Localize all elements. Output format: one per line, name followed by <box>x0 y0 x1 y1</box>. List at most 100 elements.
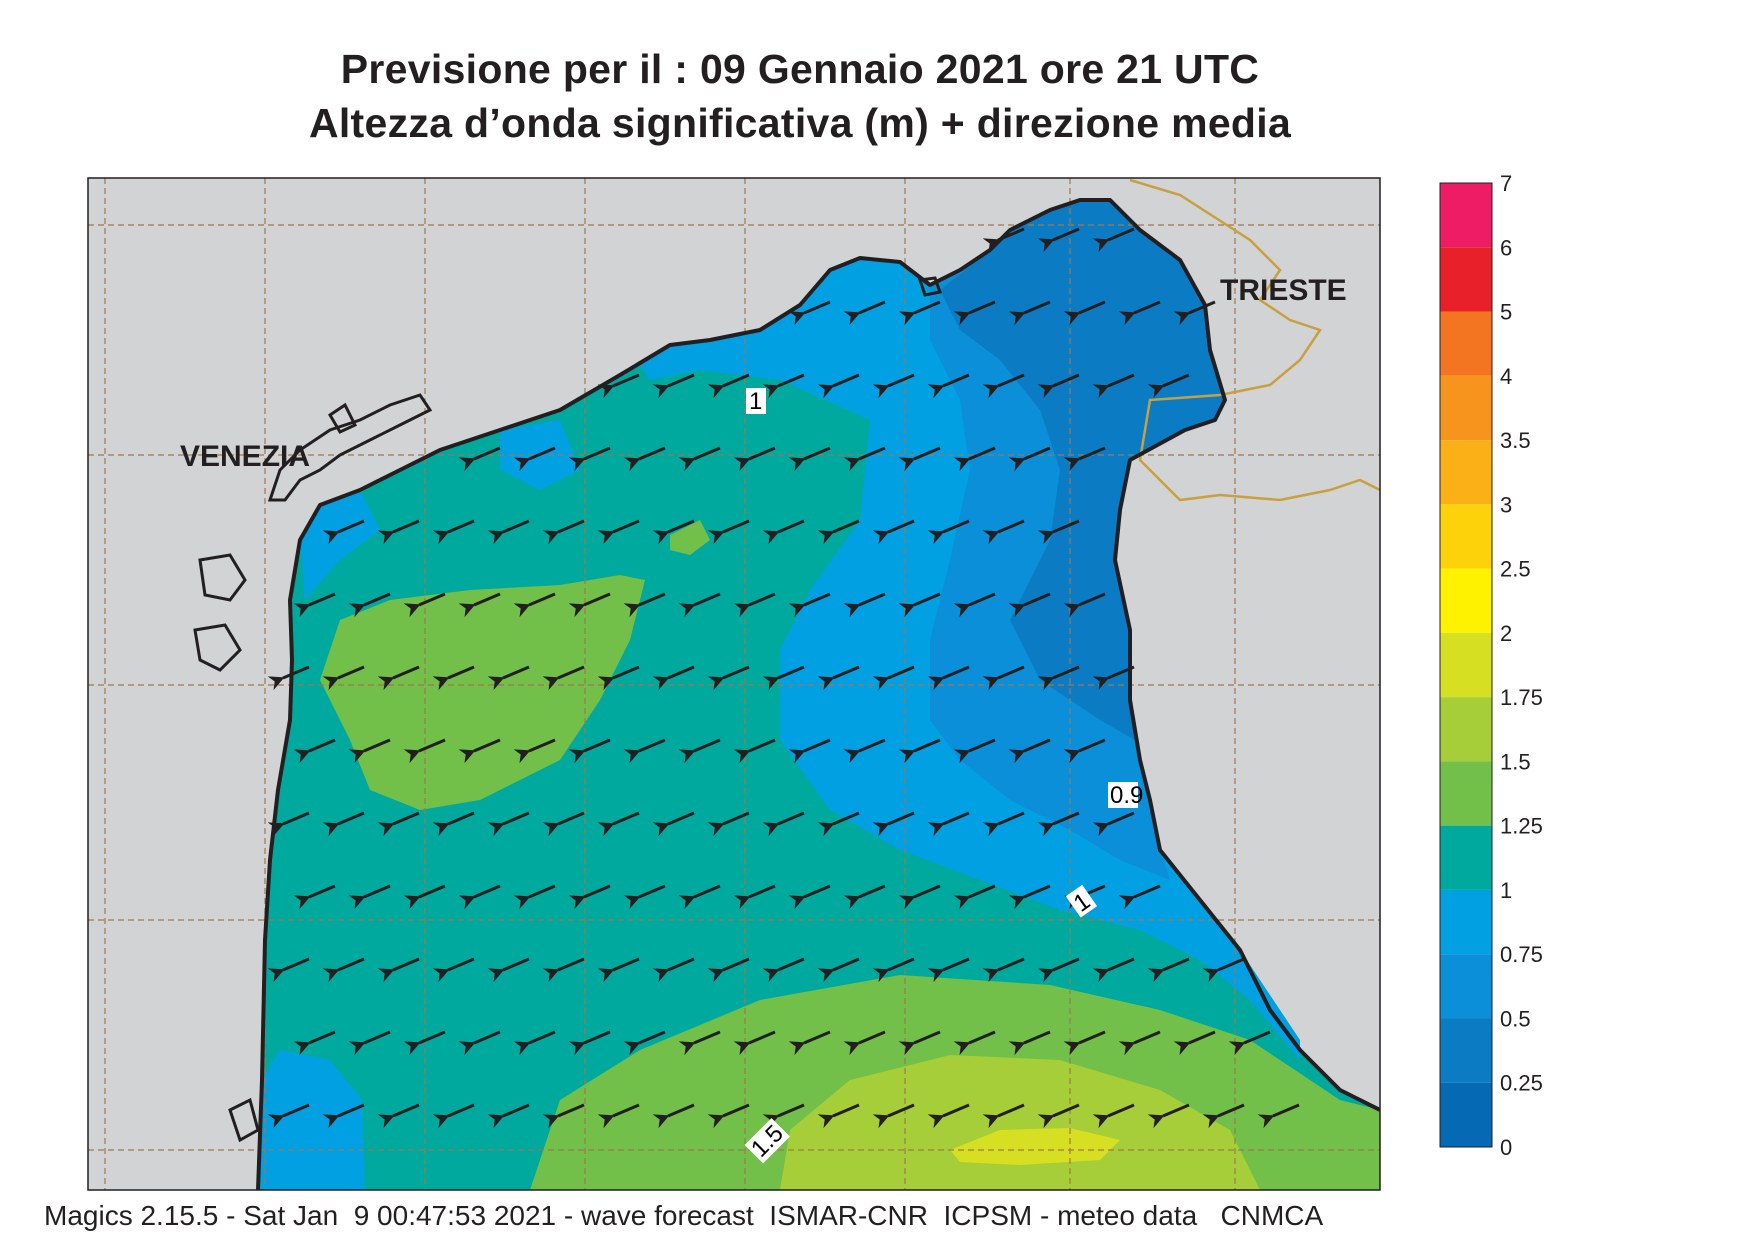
wave-arrow <box>872 519 915 545</box>
wave-arrow <box>1118 884 1161 910</box>
wave-arrow <box>953 738 996 764</box>
wave-arrow <box>927 519 970 545</box>
wave-arrow <box>788 884 831 910</box>
wave-arrow <box>982 665 1025 691</box>
wave-arrow <box>788 300 831 326</box>
wave-arrow <box>348 1030 391 1056</box>
wave-arrow <box>1008 1030 1051 1056</box>
wave-arrow <box>1202 957 1245 983</box>
wave-arrow <box>458 592 501 618</box>
wave-arrow <box>597 811 640 837</box>
contour-label-0.9: 0.9 <box>1108 782 1143 809</box>
wave-arrow <box>898 592 941 618</box>
wave-arrow <box>1008 300 1051 326</box>
colorbar-swatch <box>1440 632 1492 698</box>
wave-arrow <box>1173 300 1216 326</box>
colorbar: 7 6 5 4 3.5 3 2.5 2 1.75 1.5 1.25 1 0.75 0.5 0.25 0 <box>1439 171 1543 1160</box>
colorbar-tick-label: 2.5 <box>1500 557 1531 582</box>
wave-arrow <box>348 738 391 764</box>
band-1-125-north <box>320 575 645 810</box>
border-line <box>1129 178 1380 502</box>
wave-arrow <box>597 665 640 691</box>
wave-arrow <box>1063 300 1106 326</box>
wave-arrow <box>1037 811 1080 837</box>
colorbar-swatch <box>1440 761 1492 826</box>
wave-arrow <box>1202 1103 1245 1129</box>
wave-arrow <box>788 446 831 472</box>
wave-arrow <box>267 811 310 837</box>
wave-arrow <box>293 884 336 910</box>
wave-arrow <box>542 957 585 983</box>
wave-arrow <box>817 519 860 545</box>
wave-arrow <box>1092 1103 1135 1129</box>
wave-arrow <box>1147 1103 1190 1129</box>
wave-arrow <box>898 1030 941 1056</box>
wave-arrow <box>1092 227 1135 253</box>
colorbar-tick-label: 6 <box>1500 235 1512 260</box>
band-075-1-southwest <box>258 1050 365 1190</box>
wave-arrow <box>1037 373 1080 399</box>
wave-arrow <box>817 811 860 837</box>
wave-arrow <box>623 446 666 472</box>
wave-arrow <box>733 884 776 910</box>
wave-arrow <box>872 957 915 983</box>
wave-arrow <box>817 957 860 983</box>
wave-arrow <box>513 884 556 910</box>
wave-arrow <box>1037 957 1080 983</box>
wave-arrow <box>982 227 1025 253</box>
wave-arrow <box>568 884 611 910</box>
wave-arrow <box>762 373 805 399</box>
wave-arrow <box>1092 811 1135 837</box>
wave-arrow <box>513 738 556 764</box>
wave-arrow <box>377 1103 420 1129</box>
footer-credits: Magics 2.15.5 - Sat Jan 9 00:47:53 2021 … <box>44 1200 1324 1231</box>
wave-arrow <box>707 665 750 691</box>
wave-arrow <box>707 957 750 983</box>
wave-arrow <box>1008 446 1051 472</box>
wave-arrow <box>1037 1103 1080 1129</box>
wave-arrow <box>652 665 695 691</box>
wave-arrow <box>762 665 805 691</box>
wave-arrow <box>927 665 970 691</box>
wave-arrow <box>1118 300 1161 326</box>
wave-arrow <box>568 446 611 472</box>
colorbar-swatch <box>1440 697 1492 762</box>
wave-arrow <box>707 1103 750 1129</box>
wave-arrow <box>377 665 420 691</box>
wave-arrow <box>762 811 805 837</box>
wave-arrow <box>982 811 1025 837</box>
svg-text:0.9: 0.9 <box>1110 782 1143 809</box>
wave-arrow <box>293 1030 336 1056</box>
wave-arrow <box>1257 1103 1300 1129</box>
wave-arrow <box>733 446 776 472</box>
wave-arrow <box>623 1030 666 1056</box>
band-15-175 <box>950 1128 1120 1165</box>
wave-arrow <box>597 1103 640 1129</box>
colorbar-swatch <box>1440 954 1492 1019</box>
wave-arrow <box>322 811 365 837</box>
wave-arrow <box>953 446 996 472</box>
wave-arrow <box>843 1030 886 1056</box>
wave-arrow <box>843 592 886 618</box>
wave-arrow <box>403 1030 446 1056</box>
wave-arrow <box>927 373 970 399</box>
city-label-venezia: VENEZIA <box>180 440 310 473</box>
wave-arrow <box>843 300 886 326</box>
wave-arrow <box>652 373 695 399</box>
wave-arrow <box>1037 665 1080 691</box>
wave-arrow <box>1008 884 1051 910</box>
colorbar-swatch <box>1440 1018 1492 1083</box>
svg-text:1: 1 <box>749 388 762 415</box>
wave-arrow <box>348 884 391 910</box>
map-border <box>87 177 1381 1191</box>
wave-arrow <box>927 957 970 983</box>
wave-arrow <box>1228 1030 1271 1056</box>
band-025-05 <box>940 200 1225 740</box>
wave-arrow <box>432 665 475 691</box>
wave-arrow <box>267 1103 310 1129</box>
city-label-trieste: TRIESTE <box>1220 274 1347 307</box>
wave-arrow <box>403 884 446 910</box>
wave-arrow <box>678 446 721 472</box>
wave-arrow <box>597 373 640 399</box>
wave-arrow <box>1008 592 1051 618</box>
